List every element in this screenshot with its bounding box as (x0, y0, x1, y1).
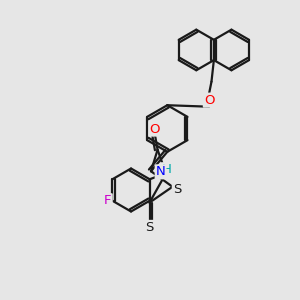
Text: S: S (145, 221, 154, 234)
Text: N: N (156, 165, 165, 178)
Text: O: O (150, 123, 160, 136)
Text: S: S (173, 183, 181, 196)
Text: H: H (162, 163, 172, 176)
Text: O: O (204, 94, 214, 106)
Text: F: F (104, 194, 112, 207)
